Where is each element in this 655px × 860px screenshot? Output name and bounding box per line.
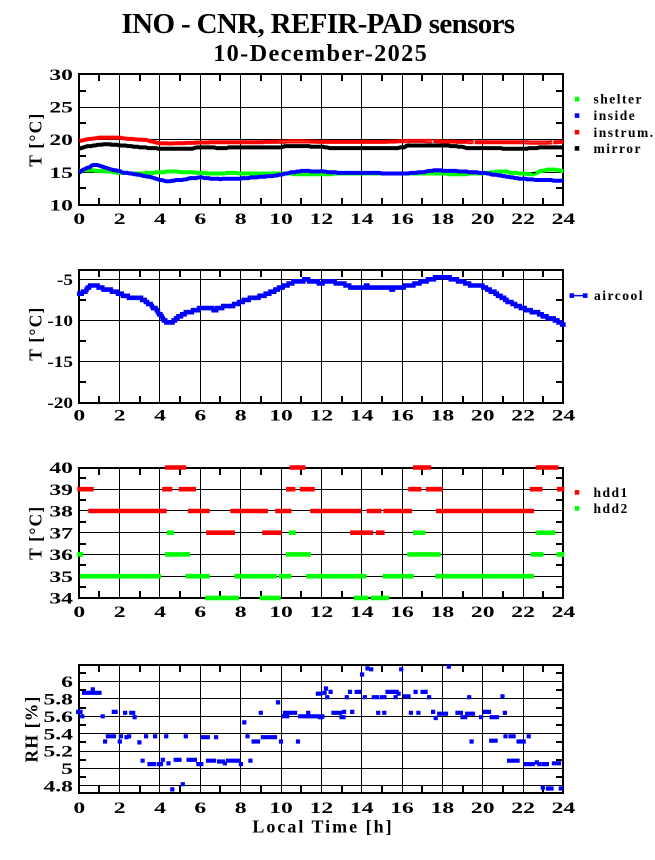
svg-text:20: 20 [471,210,495,228]
svg-text:40: 40 [49,459,73,477]
svg-text:4: 4 [154,407,166,425]
svg-text:10-December-2025: 10-December-2025 [213,40,428,67]
svg-text:8: 8 [235,210,247,228]
svg-text:20: 20 [471,407,495,425]
svg-text:18: 18 [431,603,455,621]
svg-text:2: 2 [114,210,126,228]
svg-text:12: 12 [310,799,334,817]
svg-text:5.4: 5.4 [43,726,73,744]
svg-text:22: 22 [511,407,535,425]
svg-text:16: 16 [390,799,414,817]
svg-text:24: 24 [552,407,576,425]
svg-text:instrum.: instrum. [594,125,655,140]
svg-text:4: 4 [154,799,166,817]
svg-text:18: 18 [431,210,455,228]
svg-text:T [°C]: T [°C] [26,506,46,560]
svg-text:38: 38 [49,503,73,521]
svg-text:hdd1: hdd1 [594,485,629,500]
svg-text:T [°C]: T [°C] [26,112,46,166]
svg-text:T [°C]: T [°C] [26,306,46,360]
svg-text:4.8: 4.8 [43,778,73,796]
svg-text:2: 2 [114,799,126,817]
svg-text:20: 20 [471,799,495,817]
svg-text:0: 0 [73,603,85,621]
svg-text:22: 22 [511,799,535,817]
svg-text:Local Time [h]: Local Time [h] [252,817,393,837]
svg-text:aircool: aircool [594,288,644,303]
svg-text:39: 39 [49,481,73,499]
svg-text:14: 14 [350,210,374,228]
svg-text:hdd2: hdd2 [594,501,629,516]
svg-text:18: 18 [431,407,455,425]
svg-text:0: 0 [73,799,85,817]
svg-text:-20: -20 [47,394,73,412]
svg-text:10: 10 [269,407,293,425]
svg-text:24: 24 [552,799,576,817]
svg-text:5.2: 5.2 [43,743,73,761]
svg-text:12: 12 [310,210,334,228]
svg-text:37: 37 [49,525,73,543]
svg-text:12: 12 [310,407,334,425]
svg-text:22: 22 [511,603,535,621]
svg-text:6: 6 [61,673,73,691]
svg-text:14: 14 [350,799,374,817]
svg-text:24: 24 [552,603,576,621]
svg-text:RH [%]: RH [%] [22,696,42,763]
svg-text:34: 34 [49,590,73,608]
svg-text:6: 6 [194,603,206,621]
svg-text:20: 20 [49,132,73,150]
svg-text:8: 8 [235,799,247,817]
svg-text:4: 4 [154,603,166,621]
svg-text:24: 24 [552,210,576,228]
svg-text:-5: -5 [57,270,73,288]
svg-text:mirror: mirror [594,141,642,156]
svg-text:10: 10 [269,603,293,621]
svg-text:10: 10 [269,210,293,228]
svg-text:16: 16 [390,603,414,621]
svg-text:-15: -15 [47,352,73,370]
svg-text:8: 8 [235,603,247,621]
svg-text:16: 16 [390,407,414,425]
svg-text:8: 8 [235,407,247,425]
svg-text:6: 6 [194,799,206,817]
svg-text:22: 22 [511,210,535,228]
svg-text:2: 2 [114,603,126,621]
svg-text:35: 35 [49,568,73,586]
svg-text:10: 10 [269,799,293,817]
svg-text:INO - CNR, REFIR-PAD sensors: INO - CNR, REFIR-PAD sensors [122,8,515,40]
svg-text:14: 14 [350,407,374,425]
svg-text:18: 18 [431,799,455,817]
svg-text:10: 10 [49,197,73,215]
svg-text:6: 6 [194,407,206,425]
svg-text:25: 25 [49,99,73,117]
svg-text:36: 36 [49,546,73,564]
svg-text:5: 5 [61,760,73,778]
svg-text:15: 15 [49,164,73,182]
svg-text:0: 0 [73,210,85,228]
svg-text:16: 16 [390,210,414,228]
svg-text:6: 6 [194,210,206,228]
svg-text:0: 0 [73,407,85,425]
svg-text:inside: inside [594,108,637,123]
svg-text:-10: -10 [47,311,73,329]
svg-text:5.6: 5.6 [43,708,73,726]
svg-text:30: 30 [49,66,73,84]
svg-text:5.8: 5.8 [43,691,73,709]
svg-text:14: 14 [350,603,374,621]
svg-text:4: 4 [154,210,166,228]
svg-text:12: 12 [310,603,334,621]
svg-text:shelter: shelter [594,92,643,107]
svg-text:2: 2 [114,407,126,425]
svg-text:20: 20 [471,603,495,621]
